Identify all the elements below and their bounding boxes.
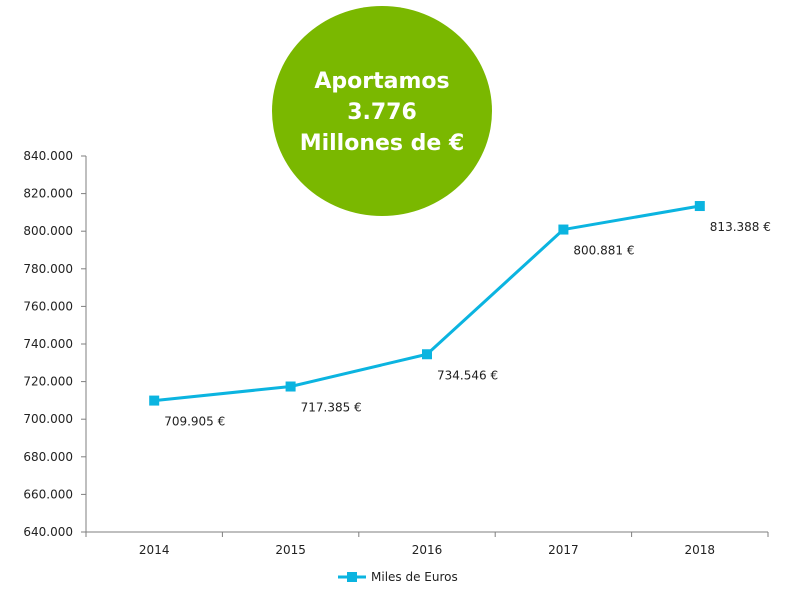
x-tick-label: 2014 [139,543,170,557]
legend: Miles de Euros [338,570,458,584]
badge-line-3: Millones de € [300,131,465,156]
data-label: 813.388 € [710,220,771,234]
y-tick-label: 760.000 [23,299,73,313]
legend-marker-swatch [347,572,357,582]
y-tick-label: 840.000 [23,149,73,163]
y-tick-label: 700.000 [23,412,73,426]
data-label: 734.546 € [437,368,498,382]
y-tick-label: 680.000 [23,450,73,464]
data-point-marker [422,349,432,360]
y-tick-label: 780.000 [23,262,73,276]
y-tick-label: 660.000 [23,487,73,501]
data-label: 709.905 € [164,415,225,429]
badge-line-1: Aportamos [314,69,449,94]
data-point-marker [558,224,569,235]
data-point-marker [694,201,705,212]
legend-label: Miles de Euros [371,570,458,584]
y-axis-ticks: 640.000 660.000 680.000 700.000 720.000 740.0… [23,149,86,539]
y-tick-label: 640.000 [23,525,73,539]
data-point-marker [149,395,160,406]
data-label: 717.385 € [301,401,362,415]
badge-line-2: 3.776 [347,100,417,125]
y-tick-label: 820.000 [23,187,73,201]
series-line [154,204,701,403]
highlight-badge: Aportamos 3.776 Millones de € [272,6,492,216]
badge-circle [272,6,492,216]
series-miles-de-euros [149,201,705,406]
x-tick-label: 2015 [275,543,306,557]
x-tick-label: 2016 [412,543,443,557]
y-tick-label: 740.000 [23,337,73,351]
data-labels: 709.905 € 717.385 € 734.546 € 800.881 € 813.… [164,220,771,429]
x-tick-label: 2018 [685,543,716,557]
y-tick-label: 720.000 [23,375,73,389]
x-tick-label: 2017 [548,543,579,557]
data-point-marker [285,381,296,392]
data-label: 800.881 € [573,244,634,258]
y-tick-label: 800.000 [23,224,73,238]
x-axis-ticks: 2014 2015 2016 2017 2018 [85,532,769,557]
